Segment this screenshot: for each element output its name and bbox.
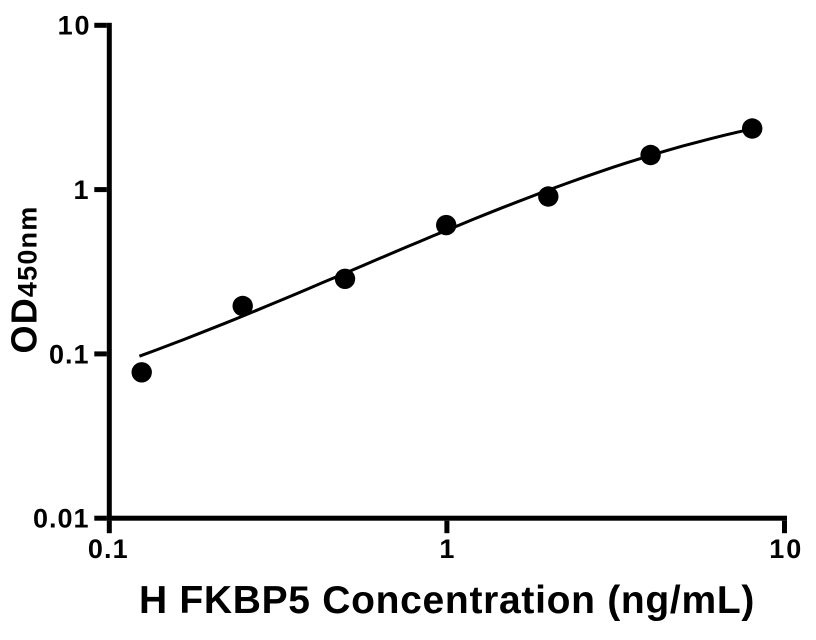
svg-text:10: 10: [769, 534, 803, 564]
svg-text:H FKBP5 Concentration (ng/mL): H FKBP5 Concentration (ng/mL): [139, 579, 755, 622]
svg-text:0.1: 0.1: [49, 339, 90, 369]
svg-text:0.1: 0.1: [88, 534, 129, 564]
svg-text:1: 1: [73, 175, 88, 205]
svg-text:10: 10: [58, 11, 92, 41]
svg-text:0.01: 0.01: [33, 504, 90, 534]
svg-text:1: 1: [439, 534, 454, 564]
